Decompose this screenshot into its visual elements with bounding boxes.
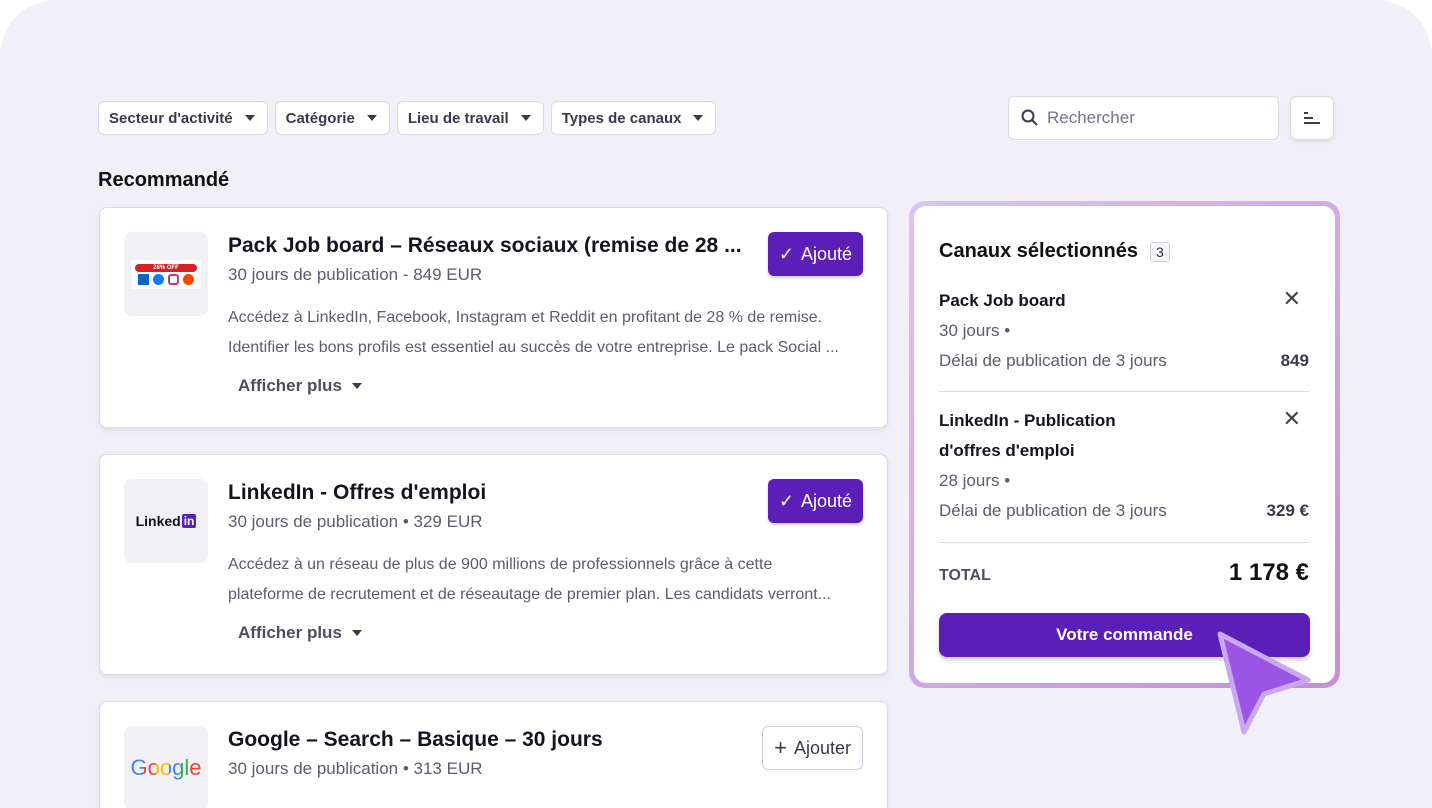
channel-card: Linked in LinkedIn - Offres d'emploi 30 j…: [99, 454, 888, 675]
channel-card: 28% OFF Pack Job board – Réseaux sociaux…: [99, 207, 888, 428]
reddit-icon: [183, 273, 194, 285]
pack-logo: 28% OFF: [124, 232, 208, 316]
google-logo: Google: [124, 726, 208, 808]
caret-down-icon: [351, 630, 362, 636]
facebook-icon: [153, 273, 164, 285]
card-description: Accédez à LinkedIn, Facebook, Instagram …: [228, 309, 839, 356]
item-duration: 28 jours •: [939, 471, 1011, 490]
count-badge: 3: [1149, 241, 1170, 262]
total-value: 1 178 €: [1228, 559, 1309, 586]
search-input[interactable]: [1047, 108, 1257, 128]
filter-label: Catégorie: [285, 109, 355, 127]
item-name-line2: d'offres d'emploi: [939, 441, 1075, 460]
filter-sector[interactable]: Secteur d'activité: [98, 101, 268, 135]
card-title: LinkedIn - Offres d'emploi: [228, 481, 487, 504]
divider: [939, 391, 1309, 392]
card-description: Accédez à un réseau de plus de 900 milli…: [228, 556, 832, 603]
item-name: LinkedIn - Publication: [939, 411, 1116, 430]
discount-tag: 28% OFF: [135, 263, 197, 272]
show-more-button[interactable]: Afficher plus: [238, 376, 362, 396]
selected-item: LinkedIn - Publication d'offres d'emploi…: [939, 406, 1309, 526]
filter-bar: Secteur d'activité Catégorie Lieu de tra…: [98, 101, 717, 135]
item-price: 849: [1280, 351, 1309, 370]
sort-button[interactable]: [1290, 96, 1334, 140]
search-box: [1008, 96, 1279, 140]
sort-icon: [1304, 112, 1320, 124]
item-duration: 30 jours •: [939, 321, 1011, 340]
selected-channels-panel: Canaux sélectionnés 3 Pack Job board 30 j…: [909, 201, 1340, 688]
total-label: TOTAL: [939, 567, 991, 584]
item-delay-row: Délai de publication de 3 jours 329 €: [939, 496, 1309, 526]
filter-category[interactable]: Catégorie: [274, 101, 390, 135]
section-title: Recommandé: [98, 169, 230, 191]
search-icon: [1021, 109, 1038, 126]
linkedin-icon: [138, 273, 149, 285]
card-subtitle: 30 jours de publication - 849 EUR: [228, 265, 483, 284]
linkedin-logo: Linked in: [124, 479, 208, 563]
divider: [939, 542, 1309, 543]
filter-location[interactable]: Lieu de travail: [396, 101, 544, 135]
caret-down-icon: [366, 115, 377, 121]
filter-label: Secteur d'activité: [109, 109, 233, 127]
show-more-button[interactable]: Afficher plus: [238, 623, 362, 643]
remove-icon[interactable]: ✕: [1282, 286, 1301, 311]
caret-down-icon: [244, 115, 255, 121]
card-subtitle: 30 jours de publication • 329 EUR: [228, 512, 483, 531]
card-title: Pack Job board – Réseaux sociaux (remise…: [228, 234, 742, 257]
add-button[interactable]: + Ajouter: [762, 726, 863, 770]
caret-down-icon: [693, 115, 704, 121]
card-subtitle: 30 jours de publication • 313 EUR: [228, 759, 483, 778]
added-button[interactable]: ✓ Ajouté: [767, 232, 863, 276]
channel-card: Google Google – Search – Basique – 30 jo…: [99, 701, 888, 808]
plus-icon: +: [774, 735, 787, 760]
remove-icon[interactable]: ✕: [1282, 406, 1301, 431]
item-price: 329 €: [1266, 501, 1309, 520]
selected-item: Pack Job board 30 jours • Délai de publi…: [939, 286, 1309, 376]
panel-title: Canaux sélectionnés 3: [939, 240, 1170, 263]
filter-label: Types de canaux: [561, 109, 682, 127]
filter-channel-types[interactable]: Types de canaux: [550, 101, 717, 135]
filter-label: Lieu de travail: [407, 109, 509, 127]
check-icon: ✓: [778, 490, 794, 511]
item-delay-row: Délai de publication de 3 jours 849: [939, 346, 1309, 376]
caret-down-icon: [520, 115, 531, 121]
check-icon: ✓: [778, 243, 794, 264]
cursor-pointer-icon: [1217, 631, 1311, 735]
item-name: Pack Job board: [939, 291, 1066, 310]
caret-down-icon: [351, 383, 362, 389]
instagram-icon: [168, 273, 179, 285]
added-button[interactable]: ✓ Ajouté: [767, 479, 863, 523]
card-title: Google – Search – Basique – 30 jours: [228, 728, 603, 751]
